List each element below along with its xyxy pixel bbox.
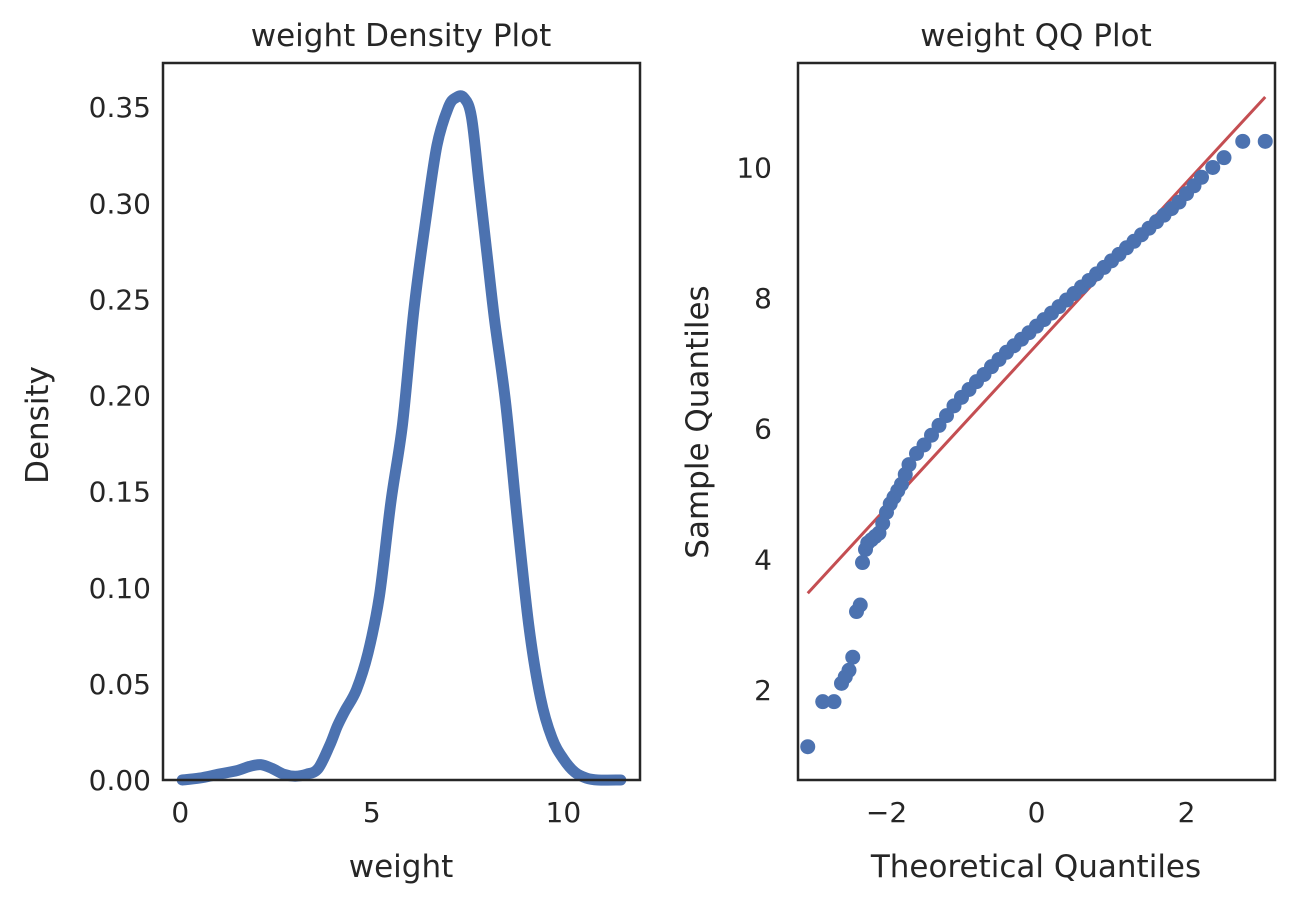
qq-y-axis: 2 4 6 8 10 <box>736 151 772 706</box>
qq-y-label: Sample Quantiles <box>680 285 716 558</box>
density-y-tick-label: 0.00 <box>89 764 151 797</box>
density-y-tick-label: 0.20 <box>89 380 151 413</box>
qq-point <box>852 597 868 613</box>
density-y-axis: 0.00 0.05 0.10 0.15 0.20 0.25 0.30 0.35 <box>89 91 151 797</box>
qq-y-tick-label: 6 <box>754 413 772 446</box>
density-y-tick-label: 0.05 <box>89 668 151 701</box>
qq-x-tick-label: −2 <box>866 796 907 829</box>
qq-y-tick-label: 4 <box>754 543 772 576</box>
density-y-tick-label: 0.10 <box>89 572 151 605</box>
density-y-tick-label: 0.30 <box>89 187 151 220</box>
qq-x-label: Theoretical Quantiles <box>870 849 1201 885</box>
qq-point <box>845 649 861 665</box>
density-y-tick-label: 0.35 <box>89 91 151 124</box>
qq-y-tick-label: 8 <box>754 282 772 315</box>
qq-point <box>841 662 857 678</box>
density-x-label: weight <box>349 849 454 885</box>
qq-point <box>1205 159 1221 175</box>
qq-plot-frame <box>796 61 1277 782</box>
qq-point <box>1235 133 1251 149</box>
density-plot-title: weight Density Plot <box>251 18 552 54</box>
qq-x-tick-label: 2 <box>1178 796 1196 829</box>
qq-reference-line <box>806 95 1267 595</box>
density-plot-frame <box>161 61 642 782</box>
density-x-axis: 0 5 10 <box>171 796 581 829</box>
qq-point <box>826 694 842 710</box>
density-plot-panel: weight Density Plot 0.00 0.05 0.10 0.15 0.20… <box>20 18 642 885</box>
qq-point <box>855 555 870 571</box>
density-x-tick-label: 10 <box>546 796 582 829</box>
qq-point <box>815 694 831 710</box>
qq-point <box>800 739 816 755</box>
qq-plot-panel: weight QQ Plot 2 4 6 8 10 −2 0 2 Theoretical Q… <box>680 18 1277 885</box>
qq-points <box>800 133 1273 755</box>
qq-x-axis: −2 0 2 <box>866 796 1196 829</box>
density-y-label: Density <box>20 366 56 484</box>
density-y-tick-label: 0.25 <box>89 283 151 316</box>
qq-point <box>1194 169 1209 185</box>
qq-x-tick-label: 0 <box>1028 796 1046 829</box>
qq-point <box>1216 150 1232 166</box>
qq-plot-title: weight QQ Plot <box>920 18 1151 54</box>
qq-y-tick-label: 10 <box>736 151 772 184</box>
density-curve <box>176 90 627 786</box>
density-y-tick-label: 0.15 <box>89 476 151 509</box>
density-x-tick-label: 5 <box>363 796 381 829</box>
density-x-tick-label: 0 <box>171 796 189 829</box>
qq-point <box>901 457 917 473</box>
qq-point <box>1257 133 1273 149</box>
qq-y-tick-label: 2 <box>754 674 772 707</box>
